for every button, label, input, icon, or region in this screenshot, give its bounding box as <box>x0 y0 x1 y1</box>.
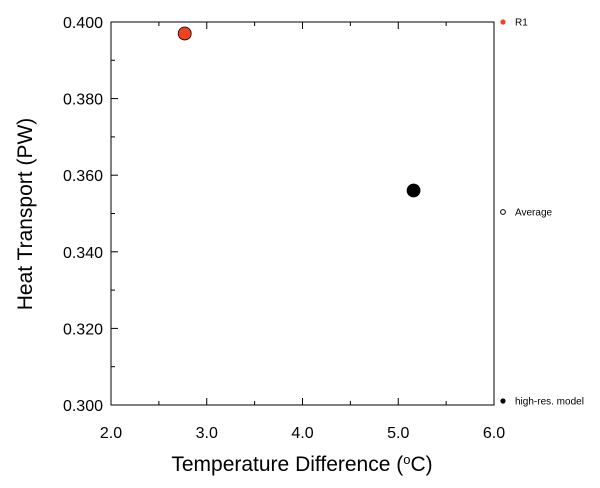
plot-frame <box>110 21 495 406</box>
y-axis-title: Heat Transport (PW) <box>14 118 37 311</box>
y-tick-label: 0.300 <box>63 398 103 415</box>
data-point-r1 <box>177 26 192 41</box>
x-tick-label: 5.0 <box>387 425 409 442</box>
x-axis-title-superscript: o <box>403 452 410 467</box>
y-tick-label: 0.320 <box>63 321 103 338</box>
x-tick-label: 6.0 <box>483 425 505 442</box>
tick-marks <box>110 21 495 406</box>
legend-label-average: Average <box>515 208 553 219</box>
x-tick-labels: 2.0 3.0 4.0 5.0 6.0 <box>100 425 505 442</box>
legend-marker-average <box>500 209 506 215</box>
data-points <box>177 26 421 198</box>
y-tick-label: 0.360 <box>63 168 103 185</box>
legend-label-high-res-model: high-res. model <box>515 397 584 408</box>
legend-marker-r1 <box>500 19 506 25</box>
y-tick-label: 0.400 <box>63 15 103 32</box>
x-tick-label: 2.0 <box>100 425 122 442</box>
data-point-high-res-model <box>406 183 421 198</box>
y-tick-labels: 0.300 0.320 0.340 0.360 0.380 0.400 <box>63 15 103 415</box>
x-tick-label: 3.0 <box>196 425 218 442</box>
x-axis-title: Temperature Difference (oC) <box>171 452 432 477</box>
legend-label-r1: R1 <box>515 18 528 29</box>
x-tick-label: 4.0 <box>291 425 313 442</box>
legend: R1 Average high-res. model <box>500 18 584 408</box>
y-tick-label: 0.380 <box>63 92 103 109</box>
legend-marker-high-res-model <box>500 398 506 404</box>
y-tick-label: 0.340 <box>63 245 103 262</box>
